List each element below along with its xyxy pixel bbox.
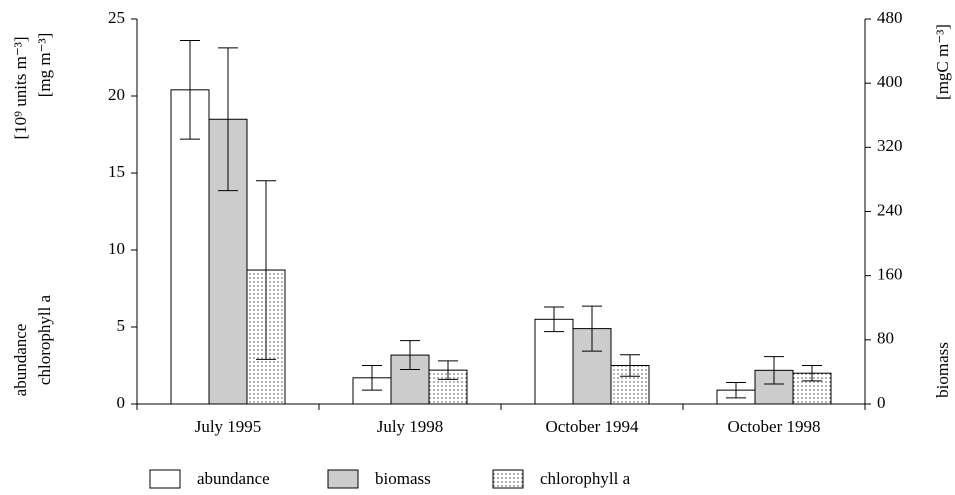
y-label: abundance <box>11 324 30 397</box>
error-bar <box>256 180 276 360</box>
legend-swatch <box>327 469 359 489</box>
y-label: [10⁹ units m⁻³] <box>11 36 30 139</box>
x-tick-label: July 1998 <box>377 417 444 436</box>
y-label: chlorophyll a <box>35 294 54 385</box>
y-tick-label: 25 <box>108 8 125 27</box>
error-bar <box>438 360 458 380</box>
y2-tick-label: 480 <box>877 8 903 27</box>
error-bar <box>802 365 822 382</box>
legend-swatch <box>492 469 524 489</box>
x-tick-label: July 1995 <box>195 417 262 436</box>
y2-label: [mgC m⁻³] <box>933 24 952 100</box>
error-bar <box>582 305 602 352</box>
error-bar <box>764 356 784 385</box>
legend-swatch <box>149 469 181 489</box>
bar <box>534 318 574 405</box>
x-tick-label: October 1998 <box>727 417 820 436</box>
y2-tick-label: 160 <box>877 265 903 284</box>
y-tick-label: 5 <box>117 316 126 335</box>
error-bar <box>620 354 640 377</box>
y2-tick-label: 0 <box>877 393 886 412</box>
legend-label: biomass <box>375 469 431 488</box>
y-tick-label: 0 <box>117 393 126 412</box>
y2-tick-label: 320 <box>877 136 903 155</box>
legend-label: abundance <box>197 469 270 488</box>
legend-label: chlorophyll a <box>540 469 631 488</box>
error-bar <box>218 47 238 192</box>
y-label: [mg m⁻³] <box>35 33 54 98</box>
y-tick-label: 10 <box>108 239 125 258</box>
error-bar <box>544 306 564 333</box>
error-bar <box>400 340 420 371</box>
error-bar <box>180 40 200 140</box>
y-tick-label: 15 <box>108 162 125 181</box>
y2-tick-label: 400 <box>877 72 903 91</box>
error-bar <box>362 365 382 391</box>
y2-tick-label: 240 <box>877 200 903 219</box>
error-bar <box>726 381 746 399</box>
y-tick-label: 20 <box>108 85 125 104</box>
x-tick-label: October 1994 <box>545 417 639 436</box>
y2-label: biomass <box>933 342 952 398</box>
y2-tick-label: 80 <box>877 329 894 348</box>
